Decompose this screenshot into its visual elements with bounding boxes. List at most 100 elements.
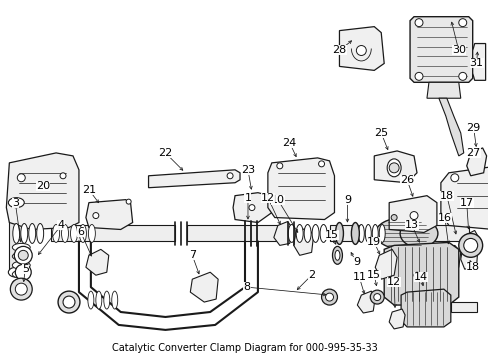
Ellipse shape [351,222,359,244]
Ellipse shape [12,243,30,251]
Polygon shape [9,203,23,272]
Polygon shape [374,249,396,279]
Circle shape [60,173,66,179]
Ellipse shape [287,225,295,242]
Ellipse shape [112,291,118,309]
Ellipse shape [369,290,384,304]
Circle shape [15,264,31,280]
Ellipse shape [70,225,77,242]
Polygon shape [472,44,485,80]
Text: 29: 29 [466,123,480,133]
Polygon shape [432,225,468,242]
Text: 27: 27 [466,148,480,158]
Circle shape [17,174,25,182]
Ellipse shape [13,224,20,243]
Polygon shape [190,272,218,302]
Text: 14: 14 [413,272,427,282]
Circle shape [413,272,419,278]
Text: 11: 11 [352,272,366,282]
Circle shape [458,72,466,80]
Ellipse shape [358,225,364,242]
Text: 17: 17 [459,198,473,208]
Circle shape [18,250,28,260]
Circle shape [414,19,422,27]
Text: 19: 19 [366,237,381,247]
Circle shape [414,72,422,80]
Ellipse shape [335,222,343,244]
Ellipse shape [373,294,380,301]
Ellipse shape [61,225,68,242]
Polygon shape [388,196,436,233]
Text: 5: 5 [21,264,29,274]
Polygon shape [466,148,486,176]
Circle shape [10,278,32,300]
Polygon shape [86,249,108,275]
Ellipse shape [103,291,109,309]
Ellipse shape [58,291,80,313]
Ellipse shape [458,233,482,257]
Ellipse shape [63,296,75,308]
Ellipse shape [371,225,377,242]
Ellipse shape [79,225,86,242]
Text: 25: 25 [373,128,387,138]
Ellipse shape [325,293,333,301]
Text: 8: 8 [243,282,250,292]
Ellipse shape [334,250,339,260]
Circle shape [15,283,27,295]
Ellipse shape [374,217,432,249]
Ellipse shape [88,225,95,242]
Circle shape [276,163,282,169]
Ellipse shape [399,220,437,247]
Polygon shape [450,302,476,312]
Ellipse shape [20,224,28,243]
Polygon shape [388,309,404,329]
Text: Catalytic Converter Clamp Diagram for 000-995-35-33: Catalytic Converter Clamp Diagram for 00… [111,343,377,353]
Polygon shape [267,158,334,220]
Circle shape [390,215,396,221]
Circle shape [14,246,32,264]
Ellipse shape [463,238,477,252]
Text: 31: 31 [468,58,483,68]
Text: 15: 15 [366,270,381,280]
Polygon shape [440,166,488,229]
Text: 3: 3 [12,198,19,208]
Polygon shape [86,200,132,229]
Ellipse shape [311,225,319,242]
Polygon shape [357,291,374,313]
Ellipse shape [37,224,43,243]
Ellipse shape [12,261,30,269]
Circle shape [226,173,233,179]
Text: 15: 15 [324,230,338,240]
Polygon shape [273,221,291,246]
Ellipse shape [332,246,342,264]
Polygon shape [460,230,478,269]
Circle shape [318,161,324,167]
Circle shape [248,204,254,211]
Ellipse shape [320,225,326,242]
Circle shape [450,174,458,182]
Text: 18: 18 [439,191,453,201]
Polygon shape [438,98,463,156]
Polygon shape [409,17,472,82]
Polygon shape [51,225,175,242]
Polygon shape [400,289,450,327]
Text: 12: 12 [386,277,400,287]
Ellipse shape [88,291,94,309]
Ellipse shape [304,225,310,242]
Polygon shape [293,228,313,255]
Text: 6: 6 [77,228,84,238]
Text: 10: 10 [270,195,284,204]
Circle shape [93,212,99,219]
Text: 9: 9 [352,257,359,267]
Text: 16: 16 [437,212,451,222]
Polygon shape [440,246,460,270]
Text: 2: 2 [307,270,315,280]
Polygon shape [373,151,416,183]
Text: 12: 12 [260,193,274,203]
Text: 22: 22 [158,148,172,158]
Ellipse shape [8,267,24,277]
Text: 13: 13 [404,220,418,230]
Polygon shape [384,242,458,305]
Text: 23: 23 [241,165,255,175]
Ellipse shape [12,288,30,296]
